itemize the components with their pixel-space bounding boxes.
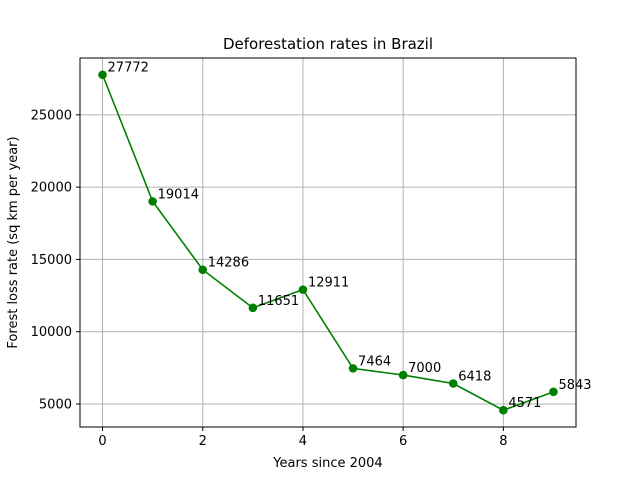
data-point bbox=[248, 303, 258, 313]
plot-area bbox=[80, 58, 576, 427]
x-tick-label: 6 bbox=[399, 434, 407, 449]
grid bbox=[80, 58, 576, 427]
x-tick-label: 4 bbox=[299, 434, 307, 449]
data-label: 6418 bbox=[458, 370, 491, 385]
series-layer: 27772 19014 14286 11651 12911 7464 7000 6418 457… bbox=[98, 61, 592, 415]
data-point bbox=[298, 285, 308, 294]
axes: 0 2 4 6 8 5000 10000 15000 20000 25000 bbox=[31, 108, 508, 449]
x-tick-label: 2 bbox=[199, 434, 207, 449]
data-label: 19014 bbox=[158, 187, 199, 202]
data-point bbox=[198, 265, 208, 275]
data-point bbox=[549, 387, 558, 397]
y-tick-label: 10000 bbox=[31, 325, 72, 340]
data-label: 27772 bbox=[108, 61, 149, 76]
data-point bbox=[148, 197, 157, 206]
x-tick-label: 8 bbox=[499, 434, 507, 449]
plot-frame bbox=[79, 57, 577, 428]
data-label: 4571 bbox=[508, 396, 541, 411]
x-axis-title: Years since 2004 bbox=[272, 456, 382, 471]
data-label: 12911 bbox=[308, 276, 349, 291]
data-point bbox=[98, 70, 107, 80]
series-line bbox=[101, 74, 554, 412]
y-tick-label: 25000 bbox=[31, 108, 72, 123]
data-label: 14286 bbox=[208, 256, 249, 271]
data-point bbox=[348, 364, 358, 373]
y-tick-label: 5000 bbox=[39, 398, 72, 413]
data-label: 7464 bbox=[358, 354, 391, 369]
data-label: 5843 bbox=[558, 378, 591, 393]
data-point bbox=[448, 379, 458, 388]
x-tick-label: 0 bbox=[98, 434, 106, 449]
data-label: 7000 bbox=[408, 361, 441, 376]
data-point bbox=[398, 370, 408, 380]
y-tick-label: 15000 bbox=[31, 253, 72, 268]
y-tick-label: 20000 bbox=[31, 181, 72, 196]
data-point bbox=[499, 405, 508, 415]
y-axis-title: Forest loss rate (sq km per year) bbox=[6, 136, 21, 348]
data-label: 11651 bbox=[258, 294, 299, 309]
chart-title: Deforestation rates in Brazil bbox=[223, 35, 433, 53]
